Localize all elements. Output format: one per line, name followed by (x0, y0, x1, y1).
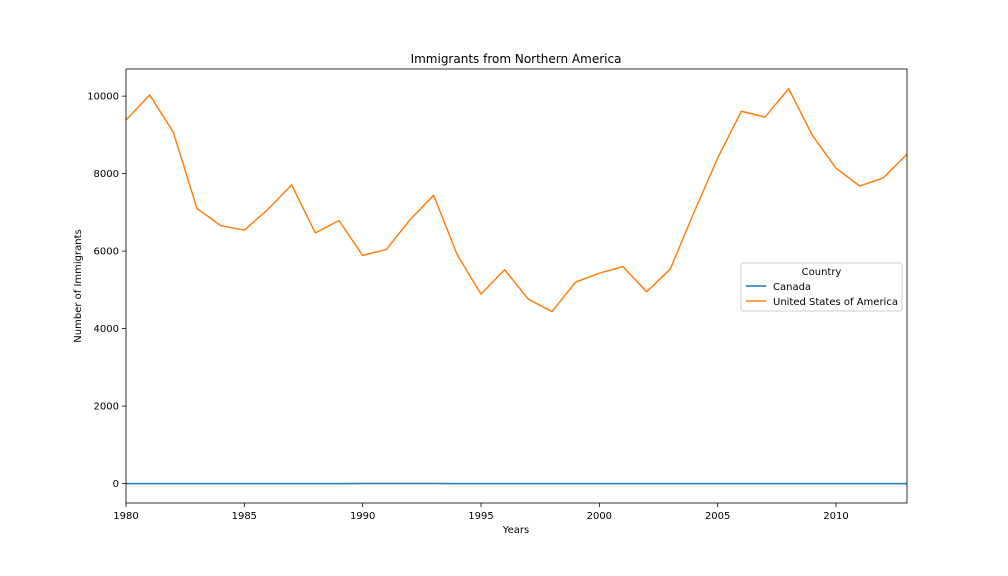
y-tick-label: 6000 (94, 247, 119, 258)
series-line-united-states-of-america (125, 88, 908, 313)
y-tick-label: 4000 (94, 324, 119, 335)
y-tick-label: 0 (113, 479, 119, 490)
x-tick-label: 1980 (113, 511, 138, 522)
plot-frame (125, 68, 908, 504)
chart-title: Immigrants from Northern America (411, 52, 622, 66)
y-axis: 0 2000 4000 6000 8000 10000 (87, 92, 126, 490)
x-axis: 1980 1985 1990 1995 2000 2005 2010 (113, 503, 849, 522)
y-tick-label: 10000 (87, 92, 119, 103)
x-tick-label: 1990 (350, 511, 375, 522)
legend-title: Country (802, 267, 842, 278)
y-axis-title: Number of Immigrants (73, 229, 84, 342)
x-tick-label: 1985 (232, 511, 257, 522)
legend: Country Canada United States of America (740, 262, 903, 312)
x-tick-label: 1995 (468, 511, 493, 522)
legend-label-canada: Canada (773, 282, 811, 293)
x-axis-title: Years (502, 525, 529, 536)
y-tick-label: 2000 (94, 402, 119, 413)
x-tick-label: 2010 (823, 511, 848, 522)
legend-box (740, 262, 903, 312)
x-tick-label: 2005 (705, 511, 730, 522)
y-tick-label: 8000 (94, 169, 119, 180)
legend-label-usa: United States of America (773, 297, 898, 308)
x-tick-label: 2000 (587, 511, 612, 522)
plot-area (125, 88, 908, 485)
